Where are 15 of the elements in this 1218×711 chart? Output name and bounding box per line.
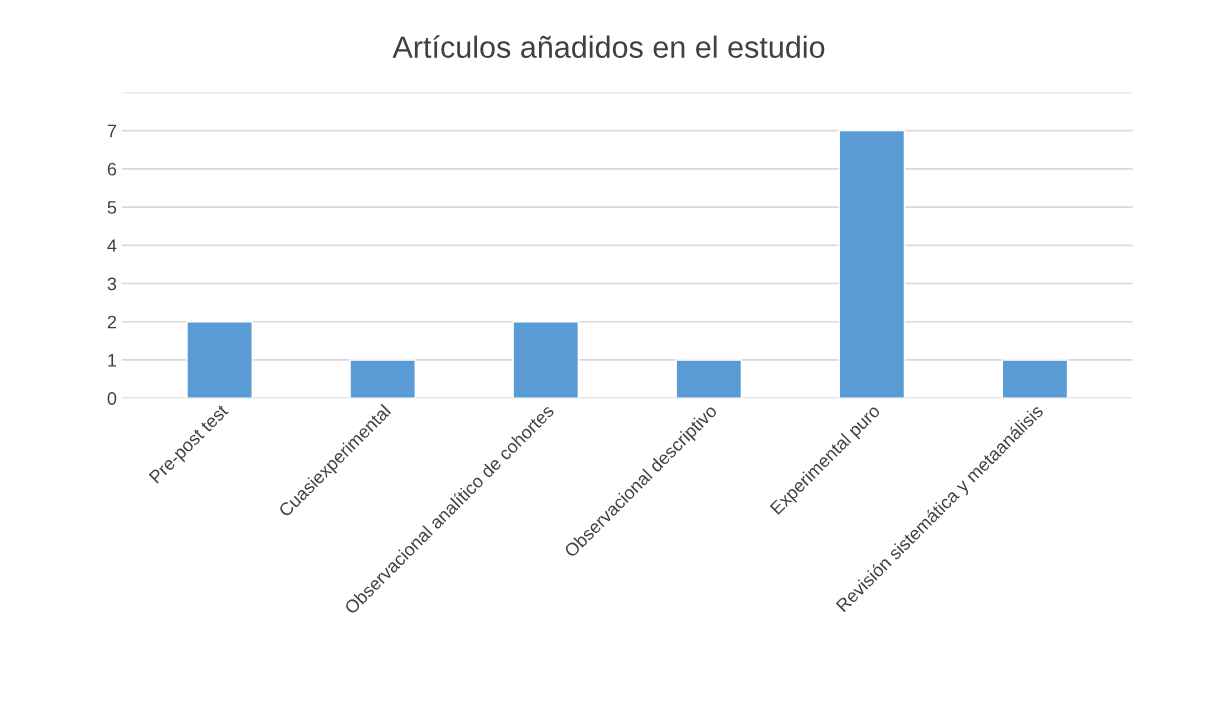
- y-tick-label: 6: [107, 162, 117, 176]
- bar: [838, 129, 906, 399]
- y-tick-label: 7: [107, 124, 117, 138]
- y-tick-label: 1: [108, 354, 117, 367]
- bar: [1001, 359, 1069, 399]
- bar: [675, 359, 743, 399]
- y-tick-label: 0: [107, 392, 117, 405]
- bar: [512, 321, 580, 399]
- y-tick-label: 4: [107, 239, 117, 252]
- y-tick-label: 2: [107, 315, 117, 329]
- y-tick-label: 5: [107, 201, 117, 214]
- y-tick-label: 3: [107, 277, 117, 291]
- bar: [186, 321, 253, 399]
- chart-title: Artículos añadidos en el estudio: [392, 35, 825, 58]
- bar: [349, 359, 416, 399]
